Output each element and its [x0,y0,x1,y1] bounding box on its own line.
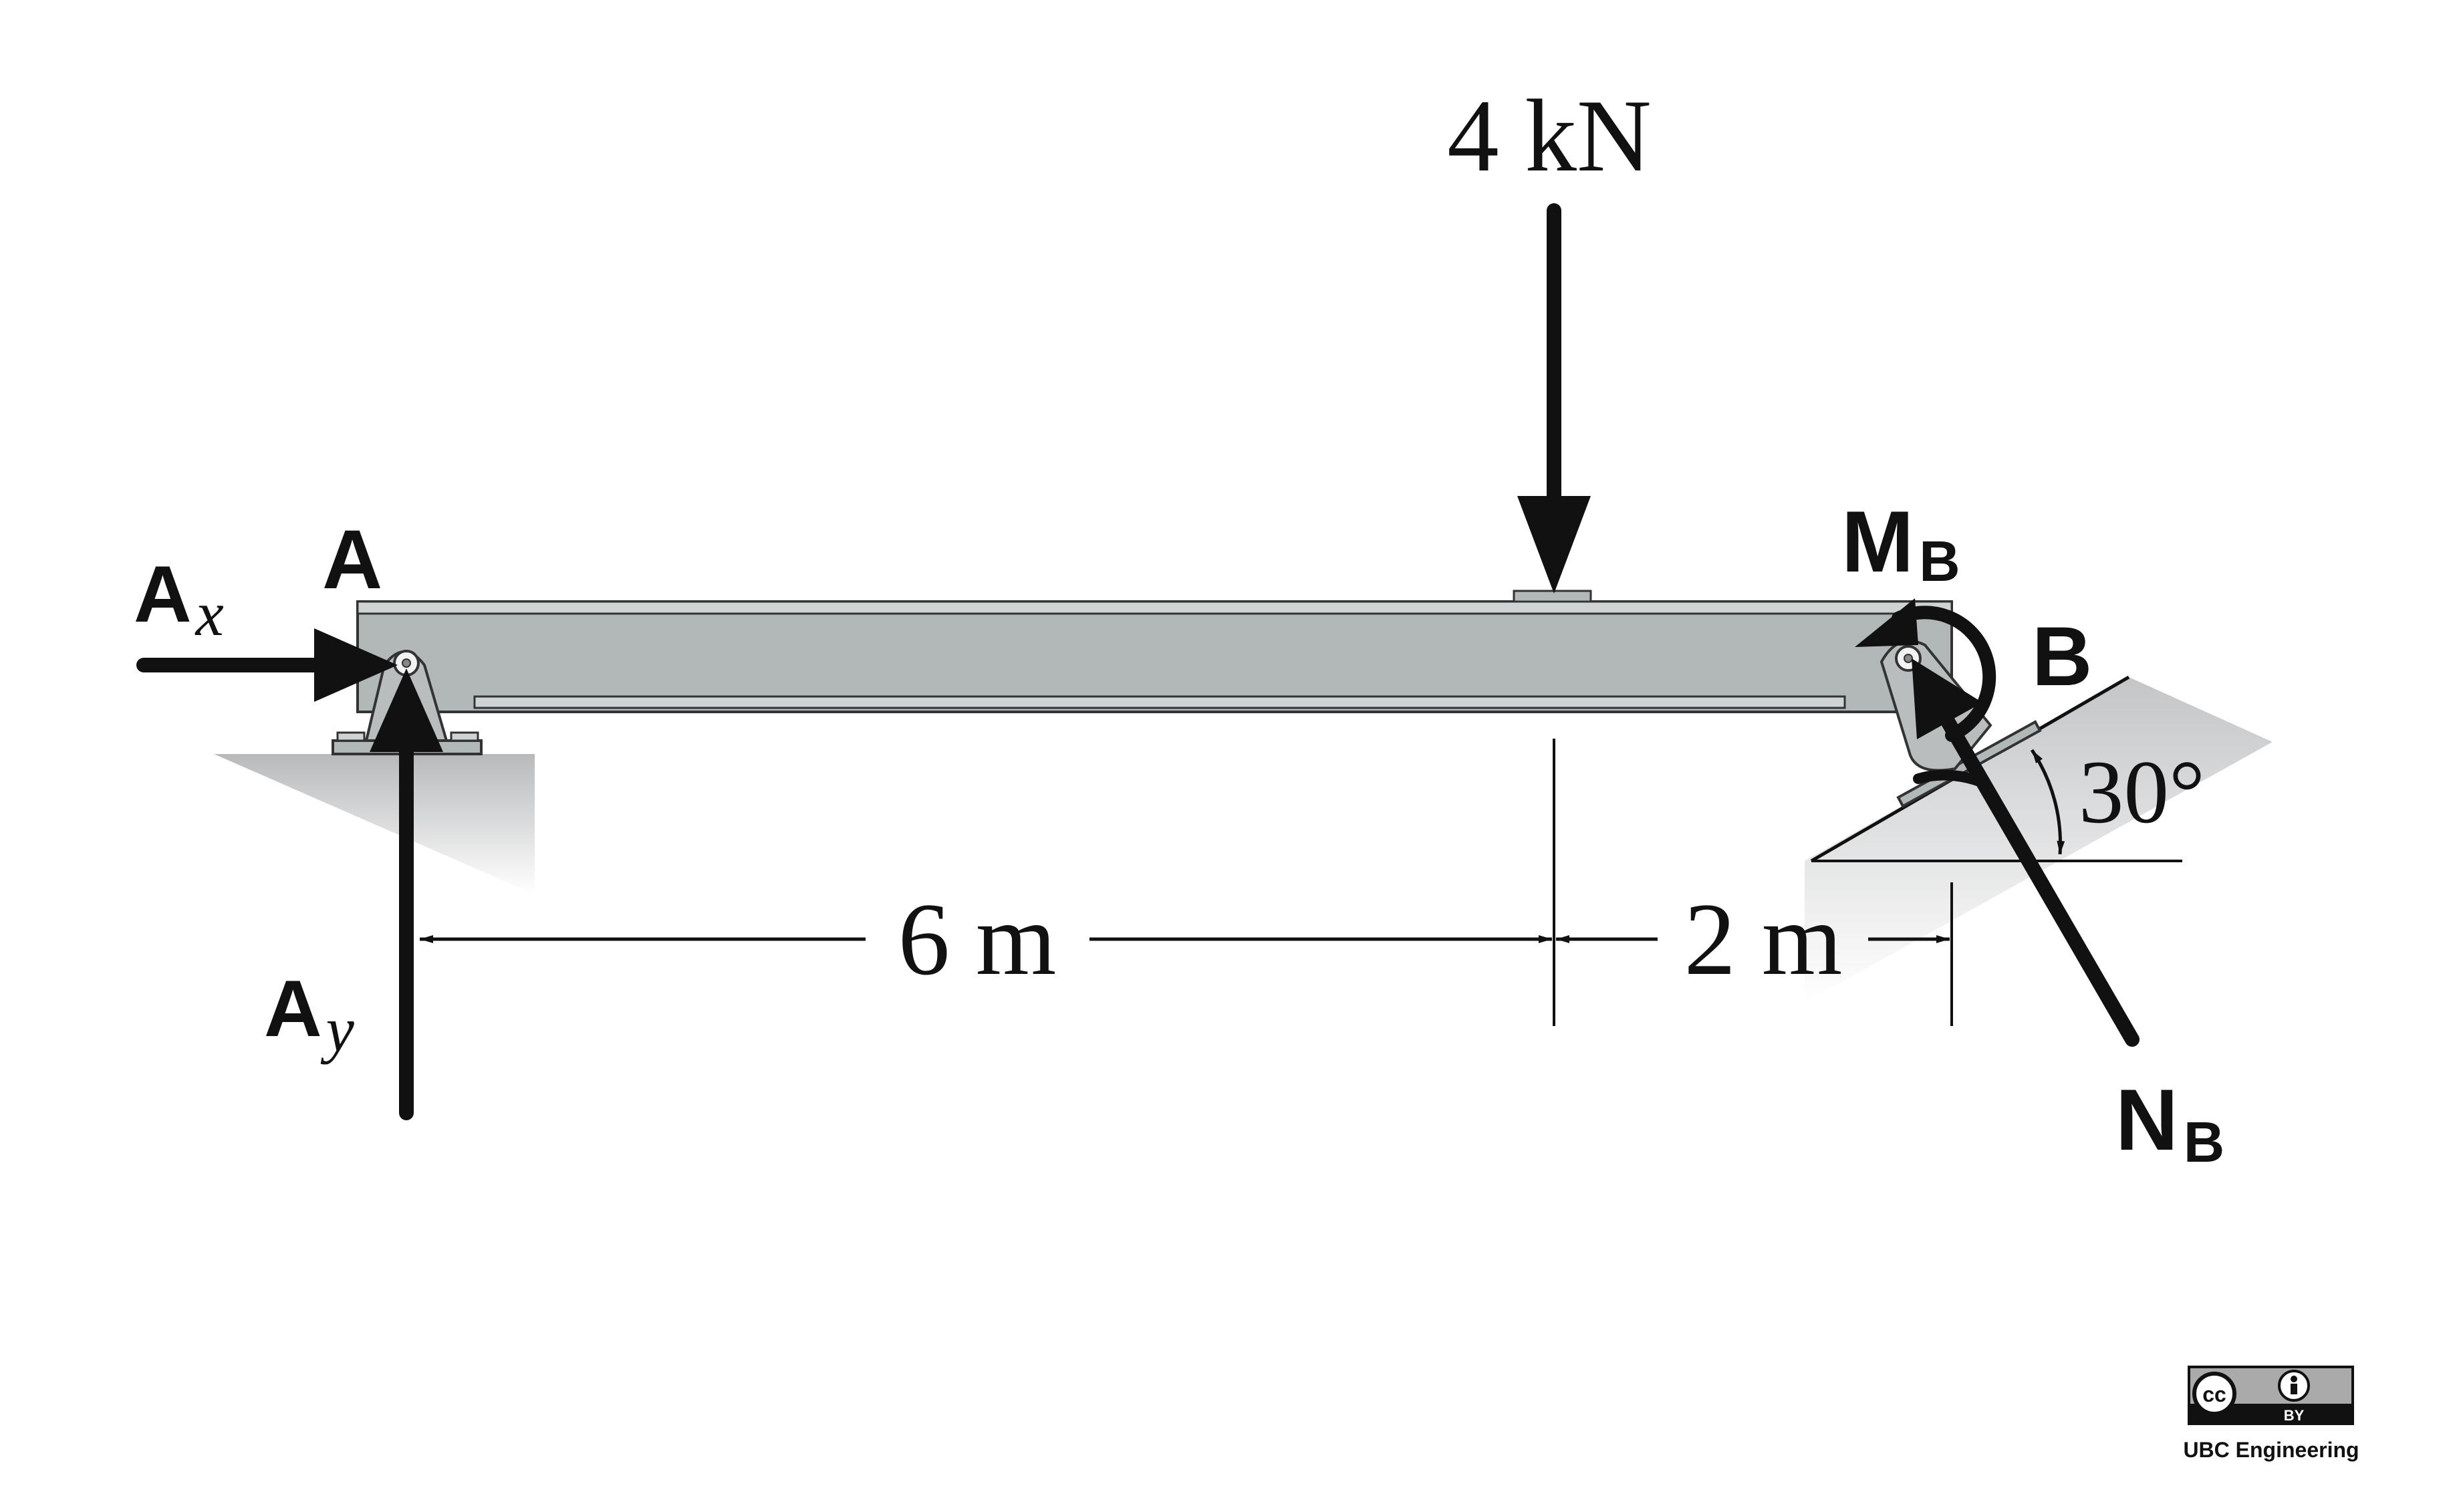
angle-label: 30° [2079,743,2205,842]
credit-text: UBC Engineering [2183,1438,2359,1462]
nb-label: NB [2115,1071,2224,1174]
ay-sub: y [321,994,355,1065]
ax-main: A [134,549,192,639]
load-arrow-4kn [1517,203,1591,594]
ax-label: Ax [134,549,224,649]
license-badge: cc BY [2188,1366,2354,1425]
point-b-label: B [2032,610,2092,703]
reaction-ay-arrow [370,668,443,1120]
mb-sub: B [1919,530,1960,594]
reaction-ax-arrow [136,628,398,702]
point-a-label: A [322,513,382,606]
nb-main: N [2115,1071,2178,1168]
mb-label: MB [1841,493,1960,594]
ax-sub: x [195,578,224,649]
ay-label: Ay [264,964,355,1065]
mb-main: M [1841,493,1914,590]
angle-arc [2030,749,2065,855]
moment-mb-arrow [1855,598,1996,742]
cc-text: cc [2202,1382,2226,1406]
nb-sub: B [2184,1111,2224,1174]
dim-left-label: 6 m [898,882,1057,997]
dim-right-label: 2 m [1684,882,1843,997]
dimension-lines [420,739,1953,1026]
beam [356,590,1953,713]
by-text: BY [2284,1407,2305,1424]
load-label: 4 kN [1447,78,1652,193]
ay-main: A [264,964,322,1053]
reaction-nb-arrow [1912,658,2140,1047]
ground-left [214,754,535,894]
